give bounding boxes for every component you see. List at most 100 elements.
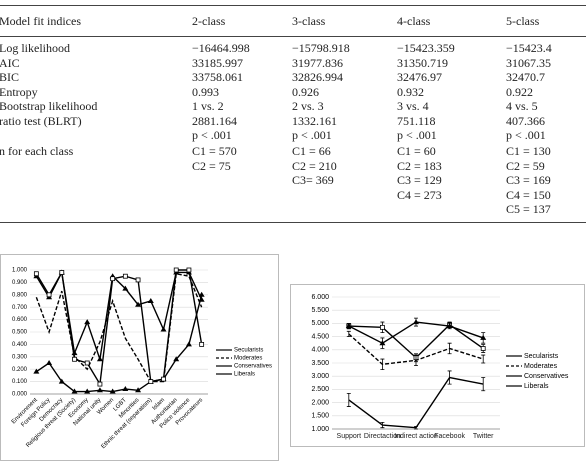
x-tick-label: Indirect action [394, 433, 438, 440]
table-cell: 751.118 [397, 114, 436, 128]
table-cell: C2 = 59 [506, 158, 545, 173]
table-cell: 4 vs. 5 [506, 99, 538, 113]
table-cell: C3= 369 [292, 173, 334, 188]
table-cell: p < .001 [292, 128, 332, 142]
table-cell: 32826.994 [292, 70, 343, 84]
point [122, 273, 128, 279]
point [71, 388, 78, 394]
point [84, 388, 91, 394]
table-header: 4-class [397, 14, 431, 28]
point [96, 356, 103, 362]
table-cell: −16464.998 [192, 41, 250, 55]
row-label: Entropy [0, 85, 38, 99]
error-bar [447, 342, 452, 355]
table-header: 2-class [192, 14, 226, 28]
point [135, 387, 142, 393]
table-cell: C2 = 210 [292, 158, 337, 173]
point [46, 292, 52, 298]
table-cell: C1 = 570 [192, 144, 237, 158]
table-cell: 0.922 [506, 85, 533, 99]
table-cell: −15798.918 [292, 41, 350, 55]
y-tick-label: 0.200 [12, 367, 28, 373]
table-header: 5-class [506, 14, 540, 28]
point [58, 378, 65, 384]
table-cell: −15423.4 [506, 41, 552, 55]
y-tick-label: 3.500 [311, 360, 329, 367]
error-bar [481, 354, 486, 364]
table-cell: C1 = 66 [292, 144, 331, 158]
point [97, 381, 103, 387]
series-line [35, 269, 203, 387]
point [199, 342, 205, 347]
x-tick-label: Directaction [363, 433, 401, 440]
table-header: 3-class [292, 14, 326, 28]
point [173, 267, 179, 273]
table-cell: p < .001 [506, 128, 546, 142]
point [84, 319, 91, 325]
point [109, 388, 116, 394]
y-tick-label: 5.000 [311, 320, 329, 327]
legend-label: Conservatives [234, 364, 272, 370]
y-tick-label: 0.100 [12, 379, 28, 385]
table-cell: 33185.997 [192, 56, 243, 70]
table-rule [0, 36, 586, 37]
y-tick-label: 2.000 [311, 399, 329, 406]
point [72, 356, 77, 362]
y-tick-label: 0.900 [12, 280, 28, 286]
point [380, 324, 385, 330]
row-label: Log likelihood [0, 41, 70, 55]
table-cell: 1332.161 [292, 114, 337, 128]
row-label: AIC [0, 56, 20, 70]
chart: 1.000 1.500 2.000 2.500 3.000 3.500 4.000 4.500… [290, 284, 585, 447]
table-cell: 0.932 [397, 85, 424, 99]
table-rule [0, 222, 586, 223]
table-cell: p < .001 [192, 128, 232, 142]
point [413, 319, 419, 325]
legend-label: Secularists [524, 353, 559, 360]
error-bar [346, 392, 351, 407]
table-cell: 31350.719 [397, 56, 448, 70]
point [59, 270, 65, 275]
table-cell: C4 = 150 [506, 187, 551, 202]
series-line [35, 270, 203, 360]
table-cell: C3 = 169 [506, 173, 551, 188]
series-line [35, 294, 203, 393]
legend-label: Moderates [234, 356, 262, 362]
table-cell: 2 vs. 3 [292, 99, 324, 113]
x-tick-label: Support [336, 433, 362, 440]
point [122, 386, 129, 392]
table-cell: 32470.7 [506, 70, 545, 84]
y-tick-label: 3.000 [311, 373, 329, 380]
y-tick-label: 6.000 [311, 294, 329, 301]
table-cell: 33758.061 [192, 70, 243, 84]
point [148, 379, 154, 384]
point [33, 368, 40, 374]
table-cell: C1 = 60 [397, 144, 436, 158]
table-cell: C5 = 137 [506, 202, 551, 217]
table-cell: 407.366 [506, 114, 545, 128]
table-cell: 31067.35 [506, 56, 551, 70]
table-header: Model fit indices [0, 14, 81, 28]
y-tick-label: 0.700 [12, 305, 28, 311]
error-bar [380, 358, 385, 370]
y-tick-label: 0.400 [12, 342, 28, 348]
point [135, 277, 141, 283]
legend-label: Secularists [234, 348, 263, 354]
point [198, 291, 205, 297]
table-cell: 31977.836 [292, 56, 343, 70]
error-bar [447, 370, 452, 385]
table-cell: 0.993 [192, 85, 219, 99]
error-bar [414, 354, 418, 367]
point [96, 387, 103, 393]
table-cell: C3 = 129 [397, 173, 442, 188]
legend-label: Moderates [524, 363, 558, 370]
row-label: n for each class [0, 144, 74, 158]
table-cell: 32476.97 [397, 70, 442, 84]
table-cell: 1 vs. 2 [192, 99, 224, 113]
table-cell: C1 = 130 [506, 144, 551, 158]
table-cell: 0.926 [292, 85, 319, 99]
point [446, 323, 453, 329]
x-tick-label: Twitter [472, 433, 494, 440]
y-tick-label: 4.500 [311, 333, 329, 340]
